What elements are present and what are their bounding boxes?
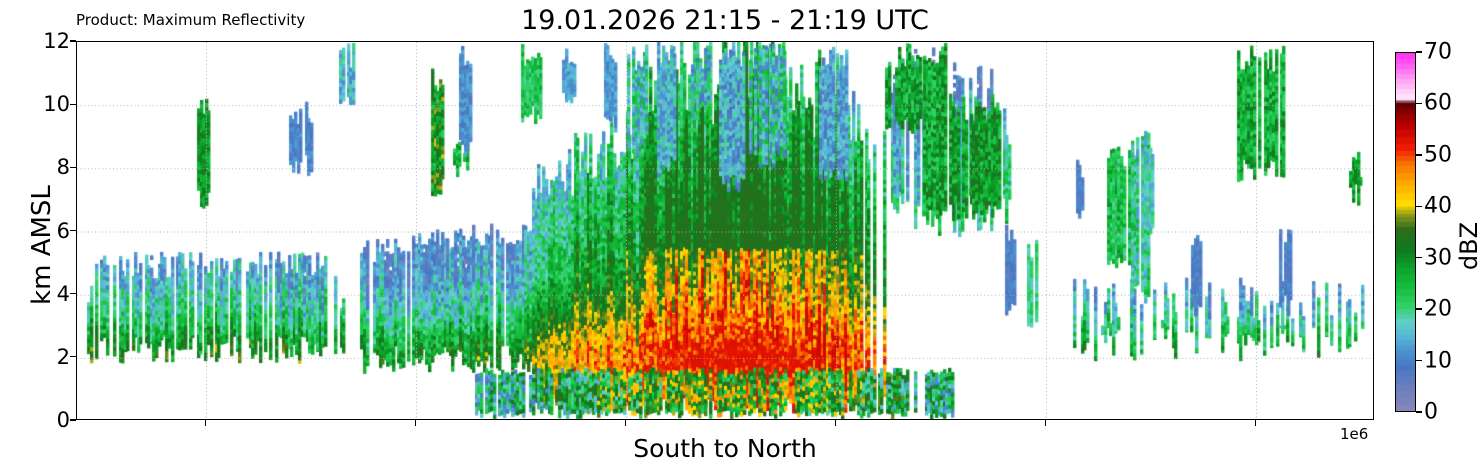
- page-title: 19.01.2026 21:15 - 21:19 UTC: [521, 5, 929, 36]
- x-axis-label: South to North: [633, 434, 817, 463]
- colorbar-tick-label: 0: [1424, 399, 1438, 425]
- x-tick-mark: [205, 420, 207, 426]
- y-tick-label: 0: [56, 408, 70, 432]
- colorbar-tick-label: 40: [1424, 193, 1452, 219]
- y-axis-label: km AMSL: [27, 185, 57, 305]
- y-tick-label: 4: [56, 281, 70, 306]
- y-tick-mark: [70, 40, 76, 42]
- colorbar-tick-label: 50: [1424, 142, 1452, 168]
- y-tick-label: 6: [56, 218, 70, 243]
- colorbar-tick-mark: [1416, 102, 1422, 105]
- colorbar-tick-label: 20: [1424, 296, 1452, 322]
- y-tick-mark: [70, 419, 76, 421]
- colorbar-tick-mark: [1416, 359, 1422, 362]
- y-tick-mark: [70, 229, 76, 232]
- y-tick-label: 2: [56, 344, 70, 369]
- y-tick-mark: [70, 293, 76, 295]
- colorbar-tick-mark: [1416, 154, 1422, 156]
- colorbar-tick-label: 60: [1424, 90, 1452, 116]
- colorbar: [1395, 52, 1416, 412]
- x-tick-mark: [1255, 420, 1257, 426]
- colorbar-tick-mark: [1416, 308, 1422, 310]
- y-tick-mark: [70, 166, 76, 168]
- colorbar-tick-mark: [1416, 51, 1422, 53]
- x-tick-mark: [625, 420, 627, 426]
- y-tick-mark: [70, 103, 76, 105]
- colorbar-gradient: [1396, 53, 1415, 411]
- product-label: Product: Maximum Reflectivity: [76, 11, 306, 29]
- colorbar-tick-mark: [1416, 257, 1422, 259]
- y-tick-label: 12: [43, 29, 70, 53]
- colorbar-tick-label: 70: [1424, 39, 1452, 65]
- colorbar-unit-label: dBZ: [1455, 221, 1482, 271]
- x-tick-mark: [415, 420, 417, 426]
- plot-area: [76, 41, 1374, 420]
- colorbar-tick-mark: [1416, 205, 1422, 207]
- y-tick-label: 10: [43, 92, 70, 117]
- colorbar-tick-label: 30: [1424, 245, 1452, 271]
- reflectivity-heatmap: [77, 42, 1373, 419]
- colorbar-tick-label: 10: [1424, 348, 1452, 374]
- x-axis-offset-text: 1e6: [1340, 425, 1369, 443]
- x-tick-mark: [1045, 420, 1047, 426]
- x-tick-mark: [835, 420, 837, 426]
- colorbar-tick-mark: [1416, 411, 1422, 413]
- y-tick-mark: [70, 356, 76, 358]
- y-tick-label: 8: [56, 155, 70, 180]
